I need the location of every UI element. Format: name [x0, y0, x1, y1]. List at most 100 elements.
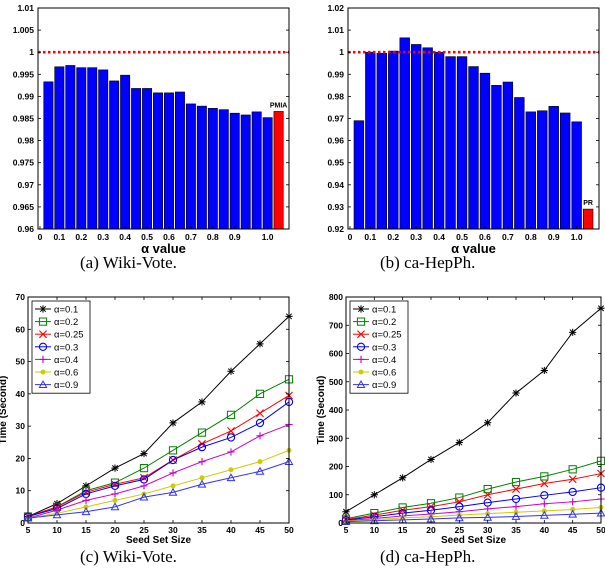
data-point	[198, 458, 206, 466]
bar	[537, 110, 548, 230]
data-point	[568, 487, 577, 497]
data-point	[399, 474, 407, 482]
x-tick-label: 15	[81, 525, 91, 535]
y-tick-label: 0.98	[17, 136, 34, 146]
legend-label: α=0.6	[372, 368, 396, 379]
bar	[207, 108, 218, 230]
y-tick-label: 0.97	[17, 180, 34, 190]
data-point	[82, 482, 90, 490]
y-tick-label: 1.005	[13, 25, 35, 35]
x-tick-label: 0.1	[53, 232, 65, 242]
series-line	[345, 307, 602, 513]
data-point	[139, 492, 149, 501]
data-point	[169, 419, 177, 427]
bar	[353, 120, 365, 230]
y-tick-label: 200	[329, 462, 343, 472]
x-tick-label: 0.5	[141, 232, 153, 242]
legend: α=0.1α=0.2 α=0.25α=0.3 α=0.4 α=0.6α=0.9	[31, 300, 91, 394]
x-axis-label: Seed Set Size	[441, 535, 506, 546]
x-tick-label: 30	[168, 525, 178, 535]
y-tick-label: 0.99	[17, 91, 34, 101]
bar	[54, 66, 65, 230]
data-point	[484, 419, 492, 427]
x-tick-label: 0.8	[525, 232, 537, 242]
chart-ca-hepph-time: 0 100 200 300 400 500 600 700 800 5 10 15 20 25 30 35 40…	[316, 292, 605, 566]
bar	[229, 112, 240, 230]
bar	[479, 72, 491, 230]
x-tick-label: 0.4	[433, 232, 445, 242]
data-point	[111, 464, 119, 472]
bar	[399, 37, 410, 230]
bar	[445, 56, 456, 230]
highlight-label: PMIA	[270, 102, 288, 109]
y-tick-label: 0	[338, 518, 343, 528]
data-point	[170, 483, 176, 489]
data-point	[357, 330, 365, 339]
legend-label: α=0.2	[54, 317, 78, 328]
data-point	[358, 369, 364, 375]
bar	[262, 117, 273, 230]
bar	[525, 111, 536, 230]
x-tick-label: 5	[344, 525, 349, 535]
legend-label: α=0.25	[54, 330, 84, 341]
y-tick-label: 400	[329, 405, 343, 415]
y-tick-label: 0.95	[327, 158, 344, 168]
data-point	[512, 503, 520, 511]
data-point	[81, 507, 91, 516]
series-line	[27, 461, 290, 519]
y-tick-label: 40	[16, 389, 26, 399]
series-line	[345, 498, 602, 522]
data-point	[38, 379, 48, 388]
data-point	[256, 409, 264, 418]
data-point	[568, 475, 577, 484]
y-axis-label: Time (Second)	[316, 376, 327, 445]
bar	[468, 66, 479, 230]
data-point	[197, 428, 207, 437]
series-line	[27, 378, 290, 518]
y-tick-label: 70	[16, 292, 26, 302]
y-tick-label: 0.93	[327, 202, 344, 212]
x-tick-label: 0.8	[207, 232, 219, 242]
bar	[164, 92, 174, 230]
bar	[98, 69, 109, 230]
data-point	[139, 464, 149, 473]
x-tick-label: 0.4	[119, 232, 131, 242]
y-tick-label: 0.995	[13, 69, 35, 79]
y-tick-label: 100	[329, 490, 343, 500]
series-line	[27, 424, 290, 519]
chart-wiki-vote-alpha: PMIA 0.96 0.965 0.97 0.975 0.98 0.985 0.99 0.995…	[13, 3, 290, 272]
figure-caption: (b) ca-HepPh.	[380, 253, 475, 272]
y-tick-label: 1.02	[327, 3, 344, 13]
data-point	[540, 479, 549, 488]
y-axis-label: Time (Second)	[0, 376, 9, 445]
x-tick-label: 35	[511, 525, 521, 535]
x-tick-label: 20	[110, 525, 120, 535]
y-tick-label: 0	[20, 518, 25, 528]
data-point	[168, 487, 178, 496]
data-point	[39, 355, 47, 363]
bar	[142, 88, 153, 230]
bar	[43, 81, 54, 230]
y-tick-label: 0.96	[17, 224, 34, 234]
x-axis-label: α value	[451, 241, 496, 256]
bar	[365, 51, 376, 230]
x-tick-label: 10	[52, 525, 62, 535]
legend-label: α=0.25	[372, 330, 402, 341]
data-point	[540, 491, 549, 500]
data-point	[110, 502, 120, 511]
bar	[491, 85, 502, 230]
series-line	[27, 449, 290, 519]
data-point	[112, 497, 118, 503]
bar	[376, 53, 387, 230]
x-tick-label: 25	[455, 525, 465, 535]
figure-caption: (a) Wiki-Vote.	[80, 253, 177, 272]
data-point	[39, 330, 47, 339]
legend-label: α=0.3	[372, 342, 396, 353]
y-tick-label: 0.975	[13, 158, 35, 168]
x-tick-label: 50	[284, 525, 294, 535]
data-point	[227, 367, 235, 375]
data-point	[38, 317, 48, 326]
bar	[218, 109, 229, 230]
data-point	[255, 466, 265, 475]
data-point	[255, 389, 265, 398]
